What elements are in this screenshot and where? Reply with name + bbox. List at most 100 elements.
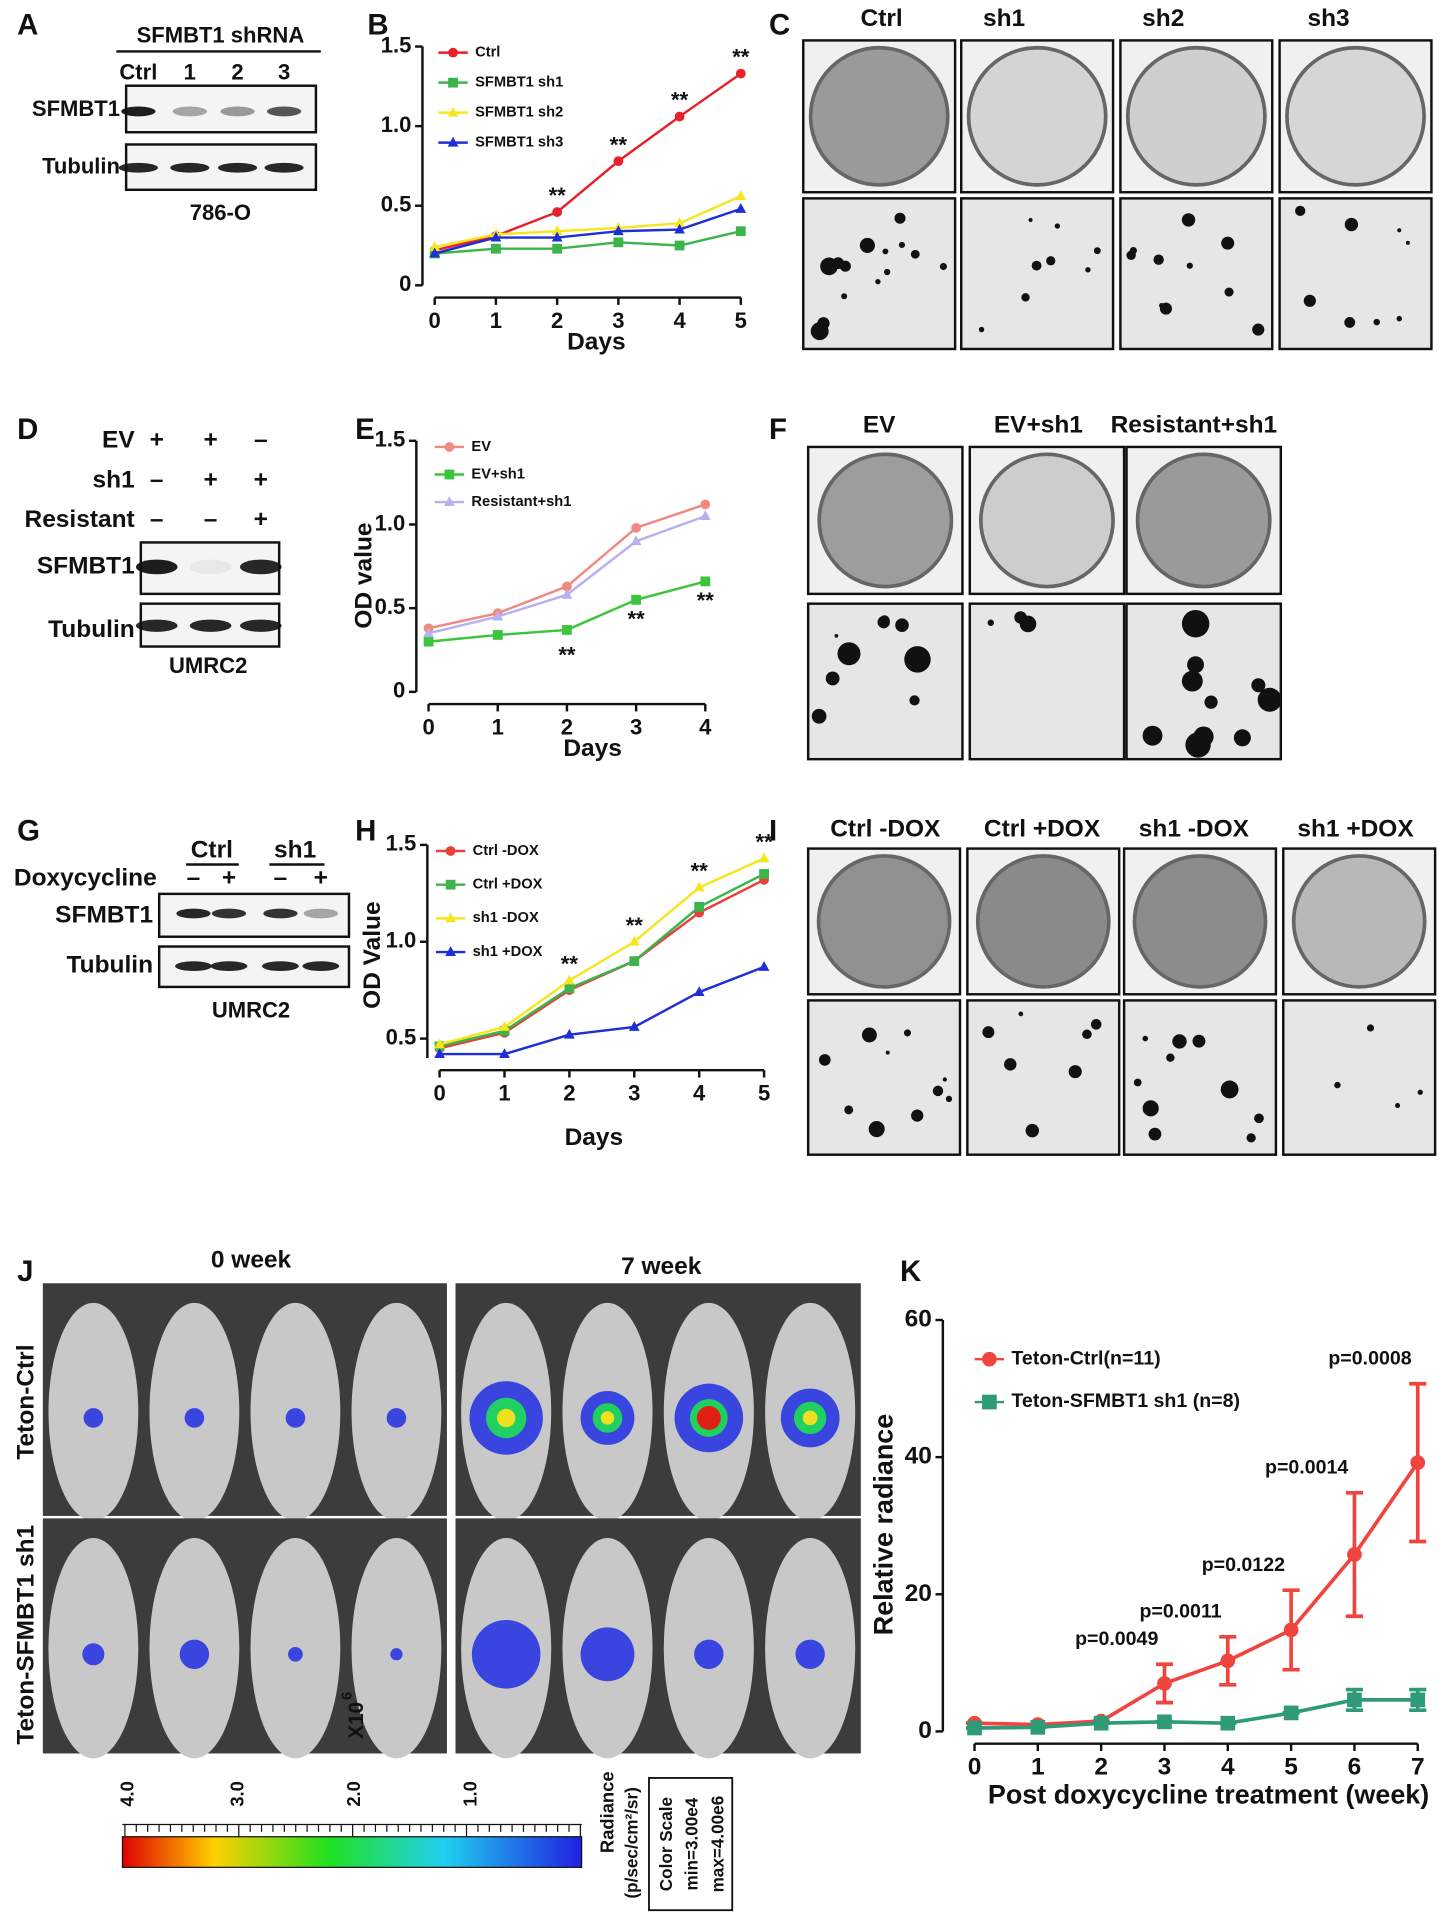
legend-marker (444, 442, 455, 452)
point (674, 111, 685, 122)
signal (386, 1408, 407, 1428)
band (266, 106, 302, 117)
colony (1181, 213, 1196, 227)
label: 0 (429, 308, 441, 333)
colony (1220, 1080, 1239, 1099)
colony (910, 249, 920, 259)
point (967, 1720, 982, 1736)
band (135, 619, 178, 632)
point (693, 986, 705, 997)
label: ** (610, 132, 628, 157)
colony (1133, 1078, 1142, 1087)
label: – (187, 865, 201, 892)
colony (1126, 250, 1136, 261)
point (1347, 1692, 1362, 1708)
label: – (274, 865, 288, 892)
colony (1417, 1089, 1423, 1095)
band (172, 106, 207, 117)
legend-marker (445, 879, 456, 890)
colony (1246, 1133, 1256, 1143)
signal (83, 1408, 104, 1428)
label: sh1 +DOX (1297, 816, 1414, 843)
point (700, 576, 711, 587)
colony (1295, 205, 1306, 217)
label: ** (732, 45, 750, 70)
band (240, 619, 282, 632)
colony (868, 1121, 885, 1138)
colony (1334, 1081, 1341, 1089)
label: 1.0 (381, 112, 412, 137)
legend-marker (982, 1351, 997, 1367)
colony (1014, 611, 1027, 624)
label: Teton-SFMBT1 sh1 (n=8) (1011, 1390, 1240, 1412)
label: sh1 +DOX (473, 944, 543, 960)
label: 4 (673, 308, 686, 333)
label: sh1 (274, 836, 316, 863)
label: EV (102, 426, 135, 453)
signal (82, 1643, 105, 1666)
colony (825, 671, 840, 686)
point (551, 225, 563, 236)
point (674, 223, 685, 234)
colony (1172, 1034, 1187, 1049)
label: SFMBT1 sh3 (475, 135, 563, 151)
label: 1.0 (386, 928, 417, 953)
point (613, 237, 624, 248)
colony (859, 237, 875, 254)
label: 1 (1031, 1754, 1045, 1781)
series-line (439, 878, 765, 1050)
signal-hot (696, 1405, 721, 1430)
label: – (150, 467, 164, 494)
point (1220, 1653, 1236, 1669)
dish (808, 45, 950, 187)
label: 786-O (190, 200, 251, 225)
label: H (355, 814, 376, 847)
label: ** (671, 88, 689, 113)
label: Post doxycycline treatment (week) (988, 1779, 1429, 1809)
band (176, 908, 211, 919)
label: 7 week (621, 1253, 702, 1280)
colony (1405, 240, 1410, 245)
colony (1221, 236, 1235, 250)
point (735, 68, 746, 79)
band (211, 908, 247, 919)
colony (1396, 315, 1402, 322)
label: 4 (699, 714, 712, 739)
point (562, 625, 572, 635)
label: D (17, 413, 38, 446)
series-line (434, 72, 742, 252)
point (613, 156, 624, 167)
label: 5 (735, 308, 747, 333)
point (564, 983, 575, 994)
label: Ctrl (861, 5, 903, 32)
band (220, 106, 255, 117)
colony (1166, 1053, 1175, 1062)
label: ** (756, 830, 774, 855)
label: 0.5 (386, 1024, 417, 1049)
colony (1204, 695, 1218, 709)
label: 0.5 (381, 192, 412, 217)
label: 1.0 (375, 510, 406, 535)
colony (844, 1105, 854, 1115)
point (561, 588, 573, 599)
label: UMRC2 (212, 997, 290, 1022)
colony-frame (960, 197, 1115, 351)
label: 2 (563, 1081, 575, 1106)
label: 6 (1348, 1754, 1362, 1781)
colony (832, 257, 844, 269)
label: + (222, 865, 236, 892)
point (564, 974, 575, 985)
point (612, 225, 624, 236)
scale-box (648, 1777, 734, 1912)
dish (978, 452, 1115, 589)
colony (1395, 1103, 1401, 1109)
colony (1185, 732, 1211, 758)
colony (1344, 317, 1356, 328)
label: 7 (1411, 1754, 1425, 1781)
label: p=0.0122 (1202, 1554, 1285, 1576)
signal-hot (600, 1411, 615, 1425)
label: 2 (561, 714, 573, 739)
colony-frame (1119, 197, 1274, 351)
label: J (17, 1255, 33, 1288)
label: Ctrl (475, 45, 500, 61)
